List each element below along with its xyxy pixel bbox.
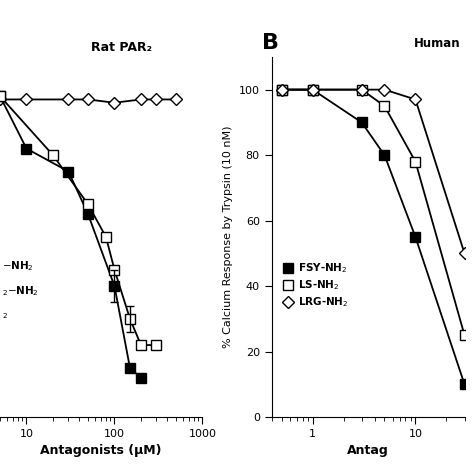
Title: Rat PAR₂: Rat PAR₂ [91, 41, 152, 55]
Text: $_2$$-$NH$_2$: $_2$$-$NH$_2$ [2, 284, 39, 298]
Text: $_2$: $_2$ [2, 311, 8, 321]
Legend: FSY-NH$_2$, LS-NH$_2$, LRG-NH$_2$: FSY-NH$_2$, LS-NH$_2$, LRG-NH$_2$ [281, 259, 351, 311]
Text: Human: Human [414, 36, 461, 50]
Y-axis label: % Calcium Response by Trypsin (10 nM): % Calcium Response by Trypsin (10 nM) [223, 126, 233, 348]
X-axis label: Antagonists (μM): Antagonists (μM) [40, 445, 162, 457]
Text: $-$NH$_2$: $-$NH$_2$ [2, 259, 34, 273]
Text: B: B [262, 33, 279, 53]
X-axis label: Antag: Antag [347, 445, 389, 457]
